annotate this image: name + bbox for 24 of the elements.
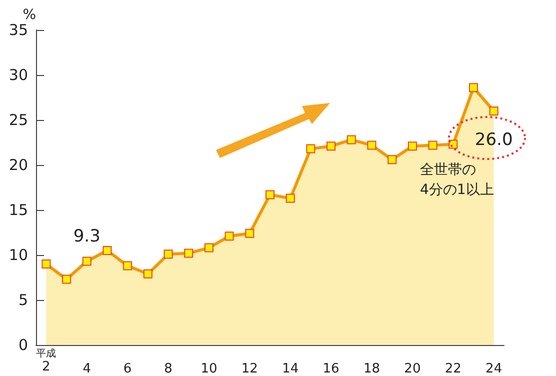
x-tick-label: 14	[282, 362, 299, 376]
x-tick-label: 22	[444, 362, 462, 376]
x-tick-label: 18	[363, 362, 380, 376]
x-tick-label: 12	[241, 362, 258, 376]
y-tick-label: 15	[8, 201, 28, 219]
annotation: 全世帯の 4分の1以上	[420, 161, 494, 200]
y-tick-label: 10	[8, 246, 28, 264]
x-tick-label: 10	[200, 362, 218, 376]
y-tick-label: 0	[18, 336, 28, 354]
x-tick-label: 8	[164, 362, 172, 376]
x-tick-label: 平成 2	[36, 348, 56, 374]
y-axis-title: %	[22, 7, 36, 23]
x-tick-label: 4	[82, 362, 92, 376]
x-tick-label: 24	[486, 362, 502, 376]
x-tick-label: 20	[404, 362, 421, 376]
y-tick-label: 25	[8, 111, 28, 129]
data-label: 9.3	[73, 226, 100, 246]
data-label: 26.0	[474, 130, 513, 150]
x-tick-label: 6	[123, 362, 132, 376]
y-tick-label: 20	[8, 156, 28, 174]
y-tick-label: 30	[8, 66, 28, 84]
y-tick-label: 35	[8, 21, 28, 39]
x-tick-label: 16	[322, 362, 340, 376]
y-tick-label: 5	[18, 291, 28, 309]
